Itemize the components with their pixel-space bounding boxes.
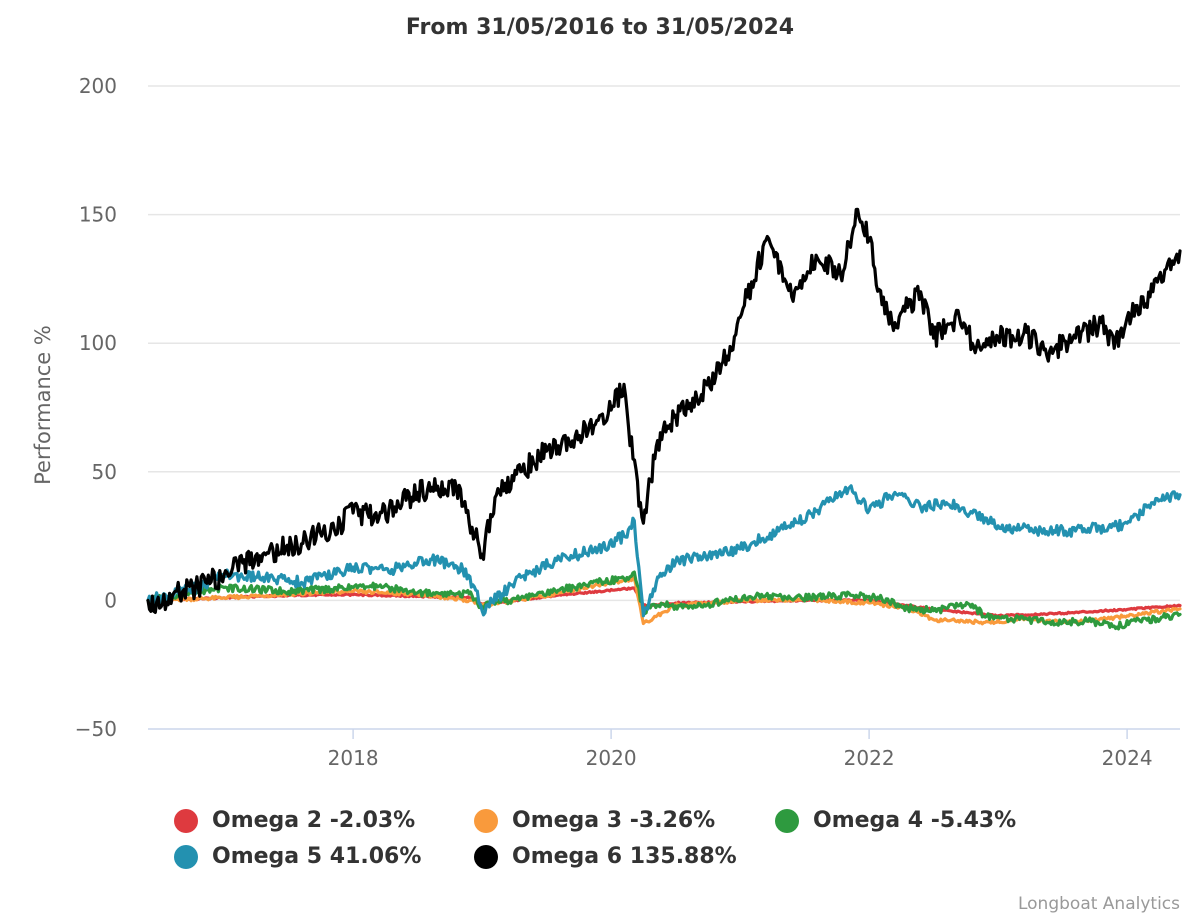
y-tick-label: 0 — [104, 588, 117, 612]
series-lines — [146, 207, 1182, 631]
series-line-omega-6[interactable] — [146, 207, 1182, 614]
legend-marker-icon — [174, 844, 198, 869]
legend-marker-icon — [174, 808, 198, 833]
x-tick-label: 2022 — [844, 746, 895, 770]
series-line-omega-5[interactable] — [146, 484, 1182, 618]
y-tick-label: 150 — [79, 203, 117, 227]
grid-lines — [148, 85, 1180, 602]
legend-item-omega-6[interactable]: Omega 6 135.88% — [474, 844, 737, 869]
credit-text[interactable]: Longboat Analytics — [1017, 894, 1180, 914]
series-line-omega-4[interactable] — [146, 570, 1182, 631]
legend-label: Omega 2 -2.03% — [212, 808, 416, 833]
chart-title: From 31/05/2016 to 31/05/2024 — [405, 15, 795, 40]
legend-item-omega-4[interactable]: Omega 4 -5.43% — [775, 808, 1016, 833]
x-tick-label: 2018 — [328, 746, 379, 770]
legend-marker-icon — [474, 844, 498, 869]
legend-label: Omega 3 -3.26% — [512, 808, 716, 833]
legend-label: Omega 5 41.06% — [212, 844, 422, 869]
y-tick-label: 50 — [92, 460, 117, 484]
legend-item-omega-2[interactable]: Omega 2 -2.03% — [174, 808, 415, 833]
x-tick-label: 2020 — [586, 746, 637, 770]
legend-label: Omega 4 -5.43% — [813, 808, 1017, 833]
legend-item-omega-5[interactable]: Omega 5 41.06% — [174, 844, 421, 869]
legend-item-omega-3[interactable]: Omega 3 -3.26% — [474, 808, 715, 833]
x-tick-label: 2024 — [1102, 746, 1153, 770]
axes: −50 0 50 100 150 200 2018 2020 2022 2024 — [75, 74, 1180, 770]
legend-marker-icon — [775, 808, 799, 833]
y-tick-label: −50 — [75, 717, 117, 741]
legend-marker-icon — [474, 808, 498, 833]
y-tick-label: 200 — [79, 74, 117, 98]
y-axis-label: Performance % — [31, 325, 55, 485]
y-tick-label: 100 — [79, 331, 117, 355]
legend-label: Omega 6 135.88% — [512, 844, 737, 869]
